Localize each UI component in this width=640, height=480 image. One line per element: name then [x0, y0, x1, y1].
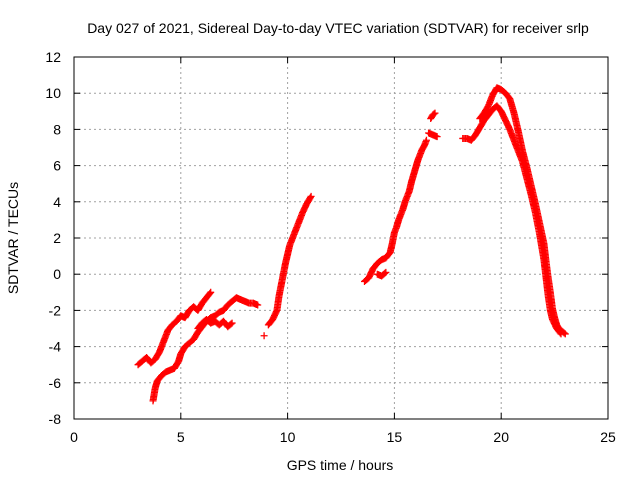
data-point — [381, 269, 389, 277]
y-tick-label: 0 — [53, 266, 61, 282]
data-point — [560, 329, 568, 337]
data-point — [207, 288, 215, 296]
x-tick-label: 5 — [177, 429, 185, 445]
grid-lines — [74, 57, 608, 419]
data-point — [306, 194, 314, 202]
y-tick-label: 4 — [53, 194, 61, 210]
x-tick-label: 25 — [600, 429, 616, 445]
data-point — [561, 330, 569, 338]
y-tick-label: -4 — [49, 339, 62, 355]
data-point — [422, 136, 430, 144]
chart-title: Day 027 of 2021, Sidereal Day-to-day VTE… — [87, 20, 589, 36]
axis-ticks — [73, 56, 609, 420]
data-point — [227, 320, 235, 328]
data-point — [307, 192, 315, 200]
data-point — [433, 133, 441, 141]
x-tick-label: 15 — [387, 429, 403, 445]
y-tick-label: -8 — [49, 411, 62, 427]
x-tick-label: 20 — [493, 429, 509, 445]
x-tick-label: 0 — [70, 429, 78, 445]
y-tick-label: -2 — [49, 302, 62, 318]
y-tick-labels: -8 -6 -4 -2 0 2 4 6 8 10 12 — [45, 49, 61, 427]
y-tick-label: 8 — [53, 121, 61, 137]
x-tick-labels: 0 5 10 15 20 25 — [70, 429, 616, 445]
x-axis-label: GPS time / hours — [287, 457, 394, 473]
y-tick-label: 12 — [45, 49, 61, 65]
data-point — [228, 319, 236, 327]
y-tick-label: 10 — [45, 85, 61, 101]
data-point — [206, 289, 214, 297]
data-point — [430, 110, 438, 118]
data-points — [134, 84, 569, 405]
data-point — [260, 332, 268, 340]
y-axis-label: SDTVAR / TECUs — [5, 182, 21, 294]
data-point — [382, 268, 390, 276]
x-tick-label: 10 — [280, 429, 296, 445]
y-tick-label: 6 — [53, 158, 61, 174]
data-point — [431, 109, 439, 117]
y-tick-label: -6 — [49, 375, 62, 391]
data-point — [254, 301, 262, 309]
y-tick-label: 2 — [53, 230, 61, 246]
